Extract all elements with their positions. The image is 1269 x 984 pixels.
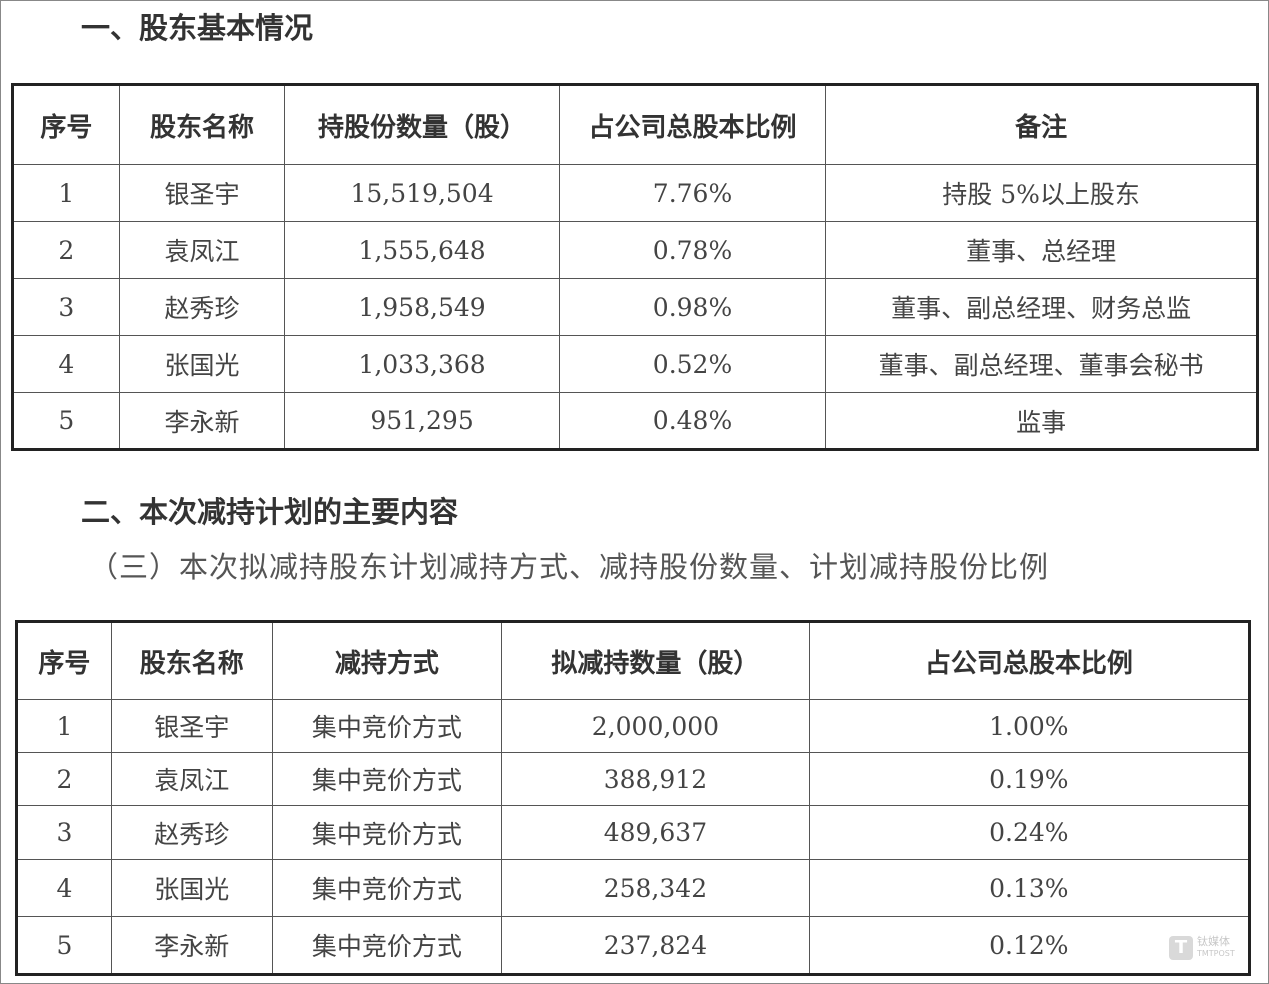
- table-cell: 7.76%: [558, 164, 827, 222]
- table-cell: 董事、副总经理、董事会秘书: [825, 335, 1258, 393]
- section1-title: 一、股东基本情况: [81, 11, 314, 45]
- table-cell: 集中竞价方式: [271, 916, 503, 975]
- table-cell: 2: [12, 221, 120, 279]
- table-header-row: 序号 股东名称 持股份数量（股） 占公司总股本比例 备注: [12, 84, 1258, 165]
- table-cell: 15,519,504: [284, 164, 560, 222]
- table-cell: 2,000,000: [501, 699, 810, 753]
- table-cell: 1,958,549: [284, 278, 560, 336]
- table-cell: 集中竞价方式: [271, 699, 503, 753]
- column-header: 备注: [825, 84, 1258, 165]
- table-cell: 3: [12, 278, 120, 336]
- table-cell: 4: [16, 859, 112, 917]
- table-row: 1 银圣宇 集中竞价方式 2,000,000 1.00%: [16, 699, 1251, 753]
- table-cell: 0.24%: [808, 805, 1251, 860]
- section2-title: 二、本次减持计划的主要内容: [81, 495, 459, 529]
- table-cell: 0.98%: [558, 278, 827, 336]
- table-row: 5 李永新 951,295 0.48% 监事: [12, 392, 1258, 450]
- table-cell: 0.13%: [808, 859, 1251, 917]
- column-header: 占公司总股本比例: [808, 621, 1251, 700]
- column-header: 序号: [16, 621, 112, 700]
- table-row: 2 袁凤江 1,555,648 0.78% 董事、总经理: [12, 221, 1258, 279]
- table-cell: 张国光: [110, 859, 273, 917]
- table-cell: 张国光: [118, 335, 286, 393]
- table-cell: 李永新: [110, 916, 273, 975]
- table-row: 3 赵秀珍 集中竞价方式 489,637 0.24%: [16, 805, 1251, 860]
- column-header: 持股份数量（股）: [284, 84, 560, 165]
- table-cell: 监事: [825, 392, 1258, 450]
- section2-subtitle: （三）本次拟减持股东计划减持方式、减持股份数量、计划减持股份比例: [89, 550, 1050, 584]
- table-cell: 赵秀珍: [118, 278, 286, 336]
- column-header: 股东名称: [118, 84, 286, 165]
- table-cell: 袁凤江: [118, 221, 286, 279]
- reduction-plan-table: 序号 股东名称 减持方式 拟减持数量（股） 占公司总股本比例 1 银圣宇 集中竞价方式 2,0…: [15, 620, 1251, 976]
- table-cell: 0.52%: [558, 335, 827, 393]
- table-cell: 银圣宇: [110, 699, 273, 753]
- table-row: 3 赵秀珍 1,958,549 0.98% 董事、副总经理、财务总监: [12, 278, 1258, 336]
- table-row: 5 李永新 集中竞价方式 237,824 0.12%: [16, 916, 1251, 975]
- table-cell: 951,295: [284, 392, 560, 450]
- table-cell: 赵秀珍: [110, 805, 273, 860]
- table-cell: 持股 5%以上股东: [825, 164, 1258, 222]
- watermark-cn: 钛媒体: [1197, 935, 1230, 948]
- table-cell: 0.19%: [808, 752, 1251, 806]
- table-cell: 3: [16, 805, 112, 860]
- table-row: 2 袁凤江 集中竞价方式 388,912 0.19%: [16, 752, 1251, 806]
- table-cell: 1,555,648: [284, 221, 560, 279]
- table-cell: 袁凤江: [110, 752, 273, 806]
- table-cell: 集中竞价方式: [271, 805, 503, 860]
- table-cell: 0.78%: [558, 221, 827, 279]
- table-cell: 董事、副总经理、财务总监: [825, 278, 1258, 336]
- table-cell: 1.00%: [808, 699, 1251, 753]
- table-cell: 0.48%: [558, 392, 827, 450]
- tmtpost-logo-icon: T: [1169, 936, 1193, 960]
- table-cell: 集中竞价方式: [271, 752, 503, 806]
- table-cell: 银圣宇: [118, 164, 286, 222]
- table-cell: 388,912: [501, 752, 810, 806]
- column-header: 减持方式: [271, 621, 503, 700]
- table-row: 4 张国光 集中竞价方式 258,342 0.13%: [16, 859, 1251, 917]
- table-row: 1 银圣宇 15,519,504 7.76% 持股 5%以上股东: [12, 164, 1258, 222]
- table-cell: 集中竞价方式: [271, 859, 503, 917]
- table-cell: 5: [12, 392, 120, 450]
- table-header-row: 序号 股东名称 减持方式 拟减持数量（股） 占公司总股本比例: [16, 621, 1251, 700]
- shareholder-table: 序号 股东名称 持股份数量（股） 占公司总股本比例 备注 1 银圣宇 15,519,504 7…: [11, 83, 1259, 451]
- table-cell: 李永新: [118, 392, 286, 450]
- table-cell: 2: [16, 752, 112, 806]
- table-cell: 1: [12, 164, 120, 222]
- table-cell: 4: [12, 335, 120, 393]
- table-cell: 5: [16, 916, 112, 975]
- table-cell: 1,033,368: [284, 335, 560, 393]
- column-header: 拟减持数量（股）: [501, 621, 810, 700]
- table-cell: 489,637: [501, 805, 810, 860]
- watermark-logo: T 钛媒体 TMTPOST: [1169, 936, 1235, 960]
- table-cell: 董事、总经理: [825, 221, 1258, 279]
- table-cell: 237,824: [501, 916, 810, 975]
- table-cell: 258,342: [501, 859, 810, 917]
- column-header: 占公司总股本比例: [558, 84, 827, 165]
- table-cell: 1: [16, 699, 112, 753]
- column-header: 序号: [12, 84, 120, 165]
- column-header: 股东名称: [110, 621, 273, 700]
- table-row: 4 张国光 1,033,368 0.52% 董事、副总经理、董事会秘书: [12, 335, 1258, 393]
- watermark-en: TMTPOST: [1197, 949, 1235, 958]
